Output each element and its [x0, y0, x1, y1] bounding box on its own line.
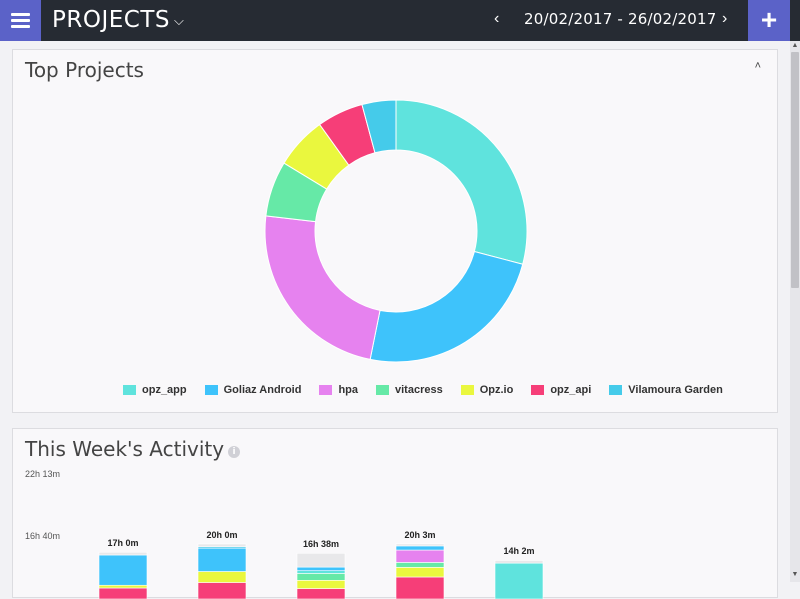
scroll-up-icon[interactable]: ▲ — [791, 42, 799, 52]
hamburger-icon-line — [11, 19, 30, 22]
bar-total-label: 20h 3m — [390, 530, 450, 540]
legend-label: Vilamoura Garden — [628, 384, 723, 396]
bar-segment[interactable] — [396, 562, 444, 567]
legend-swatch — [123, 385, 136, 395]
legend-item[interactable]: Goliaz Android — [205, 384, 302, 396]
bar-segment[interactable] — [396, 544, 444, 546]
bar-segment[interactable] — [297, 553, 345, 567]
bar-segment[interactable] — [198, 583, 246, 599]
legend-item[interactable]: vitacress — [376, 384, 443, 396]
bar-segment[interactable] — [198, 572, 246, 583]
legend-label: opz_api — [550, 384, 591, 396]
legend-item[interactable]: hpa — [319, 384, 358, 396]
bar-total-label: 20h 0m — [192, 530, 252, 540]
date-range[interactable]: 20/02/2017 - 26/02/2017 — [524, 10, 716, 28]
add-button[interactable]: + — [748, 0, 790, 41]
chevron-down-icon: ⌵ — [174, 14, 184, 29]
scrollbar-thumb[interactable] — [791, 52, 799, 288]
bar-segment[interactable] — [396, 550, 444, 562]
legend-label: opz_app — [142, 384, 187, 396]
legend-swatch — [376, 385, 389, 395]
bar-segment[interactable] — [297, 571, 345, 574]
page-title-dropdown[interactable]: PROJECTS ⌵ — [52, 7, 184, 33]
legend-swatch — [319, 385, 332, 395]
bar-total-label: 17h 0m — [93, 538, 153, 548]
next-week-button[interactable]: › — [722, 10, 727, 28]
bar-segment[interactable] — [297, 567, 345, 571]
bar-segment[interactable] — [198, 548, 246, 571]
scroll-down-icon[interactable]: ▼ — [791, 571, 799, 581]
bar-segment[interactable] — [495, 563, 543, 599]
bar-segment[interactable] — [297, 589, 345, 599]
pie-slice-opz-app[interactable] — [396, 100, 527, 264]
top-bar: PROJECTS ⌵ ‹ 20/02/2017 - 26/02/2017 › + — [0, 0, 800, 41]
hamburger-icon — [11, 13, 30, 16]
bar-segment[interactable] — [396, 567, 444, 577]
hamburger-icon-line — [11, 25, 30, 28]
chart-legend: opz_app Goliaz Android hpa vitacress Opz.io o… — [123, 384, 741, 396]
legend-item[interactable]: opz_app — [123, 384, 187, 396]
legend-label: Goliaz Android — [224, 384, 302, 396]
legend-label: vitacress — [395, 384, 443, 396]
bar-segment[interactable] — [99, 555, 147, 585]
bar-segment[interactable] — [99, 588, 147, 599]
bar-segment[interactable] — [99, 585, 147, 588]
legend-item[interactable]: opz_api — [531, 384, 591, 396]
bar-segment[interactable] — [297, 573, 345, 580]
legend-label: Opz.io — [480, 384, 514, 396]
legend-swatch — [461, 385, 474, 395]
hamburger-menu-button[interactable] — [0, 0, 41, 41]
bar-segment[interactable] — [396, 546, 444, 550]
bar-segment[interactable] — [495, 560, 543, 563]
activity-bar-chart — [13, 429, 779, 599]
donut-chart — [13, 50, 779, 370]
previous-week-button[interactable]: ‹ — [494, 10, 499, 28]
legend-swatch — [205, 385, 218, 395]
page-title: PROJECTS — [52, 7, 170, 33]
legend-swatch — [531, 385, 544, 395]
pie-slice-goliaz-android[interactable] — [370, 252, 523, 362]
bar-segment[interactable] — [99, 552, 147, 555]
legend-item[interactable]: Vilamoura Garden — [609, 384, 723, 396]
legend-swatch — [609, 385, 622, 395]
legend-label: hpa — [338, 384, 358, 396]
bar-segment[interactable] — [198, 544, 246, 547]
pie-slice-hpa[interactable] — [265, 216, 380, 360]
bar-segment[interactable] — [396, 577, 444, 599]
legend-item[interactable]: Opz.io — [461, 384, 514, 396]
bar-total-label: 16h 38m — [291, 539, 351, 549]
bar-total-label: 14h 2m — [489, 546, 549, 556]
